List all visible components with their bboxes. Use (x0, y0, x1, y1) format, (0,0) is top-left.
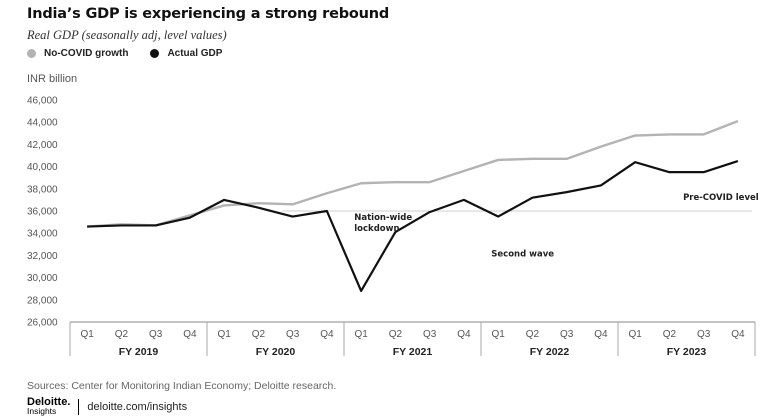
fiscal-year-label: FY 2020 (256, 346, 296, 358)
x-tick-label: Q2 (663, 329, 677, 340)
y-axis-unit-label: INR billion (27, 73, 78, 85)
x-tick-label: Q3 (697, 329, 711, 340)
deloitte-logo: Deloitte. Insights (27, 396, 71, 416)
legend-label-no-covid: No-COVID growth (44, 48, 129, 59)
x-tick-label: Q1 (217, 329, 231, 340)
x-tick-label: Q4 (594, 329, 608, 340)
series-line-actual (87, 160, 739, 293)
y-tick-label: 32,000 (27, 251, 58, 262)
x-tick-label: Q3 (423, 329, 437, 340)
fiscal-year-label: FY 2023 (667, 346, 707, 358)
logo-bottom-text: Insights (27, 406, 57, 416)
x-tick-label: Q1 (354, 329, 368, 340)
legend-item-no-covid: No-COVID growth (27, 48, 128, 59)
fiscal-year-label: FY 2019 (119, 346, 159, 358)
y-tick-label: 40,000 (27, 162, 58, 173)
footer: Deloitte. Insights deloitte.com/insights (27, 396, 188, 416)
y-tick-label: 34,000 (27, 229, 58, 240)
footer-divider (78, 399, 80, 415)
x-tick-label: Q2 (115, 329, 129, 340)
legend-swatch-no-covid (27, 49, 36, 58)
x-tick-label: Q4 (457, 329, 471, 340)
x-tick-label: Q1 (628, 329, 642, 340)
chart-annotation: lockdown (354, 224, 399, 234)
x-tick-label: Q4 (183, 329, 197, 340)
chart-annotation: Nation-wide (354, 213, 412, 223)
x-tick-label: Q2 (389, 329, 403, 340)
x-tick-label: Q2 (252, 329, 266, 340)
y-tick-label: 30,000 (27, 273, 58, 284)
legend-label-actual: Actual GDP (167, 48, 223, 59)
chart-annotation: Pre-COVID level (683, 193, 759, 203)
legend-swatch-actual (150, 49, 160, 58)
y-tick-label: 26,000 (27, 318, 58, 329)
x-tick-label: Q4 (320, 329, 334, 340)
chart-subtitle: Real GDP (seasonally adj, level values) (27, 28, 227, 42)
y-tick-label: 28,000 (27, 295, 58, 306)
legend: No-COVID growth Actual GDP (27, 48, 244, 59)
fiscal-year-label: FY 2021 (393, 346, 433, 358)
footer-url[interactable]: deloitte.com/insights (87, 401, 188, 413)
chart-annotation: Second wave (491, 250, 554, 260)
x-tick-label: Q3 (560, 329, 574, 340)
sources-note: Sources: Center for Monitoring Indian Ec… (27, 380, 337, 392)
x-tick-label: Q4 (731, 329, 745, 340)
chart-title: India’s GDP is experiencing a strong reb… (27, 6, 390, 22)
y-tick-label: 38,000 (27, 184, 58, 195)
y-tick-label: 44,000 (27, 118, 58, 129)
fiscal-year-label: FY 2022 (530, 346, 570, 358)
logo-top-text: Deloitte. (27, 396, 71, 408)
y-tick-label: 36,000 (27, 207, 58, 218)
y-tick-label: 46,000 (27, 96, 58, 107)
x-tick-label: Q3 (149, 329, 163, 340)
gdp-line-chart: 46,000 44,000 42,000 40,000 38,000 36,000 34,0… (27, 96, 759, 359)
y-tick-label: 42,000 (27, 140, 58, 151)
x-tick-label: Q1 (491, 329, 505, 340)
legend-item-actual: Actual GDP (150, 48, 222, 59)
x-tick-label: Q1 (80, 329, 94, 340)
x-tick-label: Q2 (526, 329, 540, 340)
x-tick-label: Q3 (286, 329, 300, 340)
